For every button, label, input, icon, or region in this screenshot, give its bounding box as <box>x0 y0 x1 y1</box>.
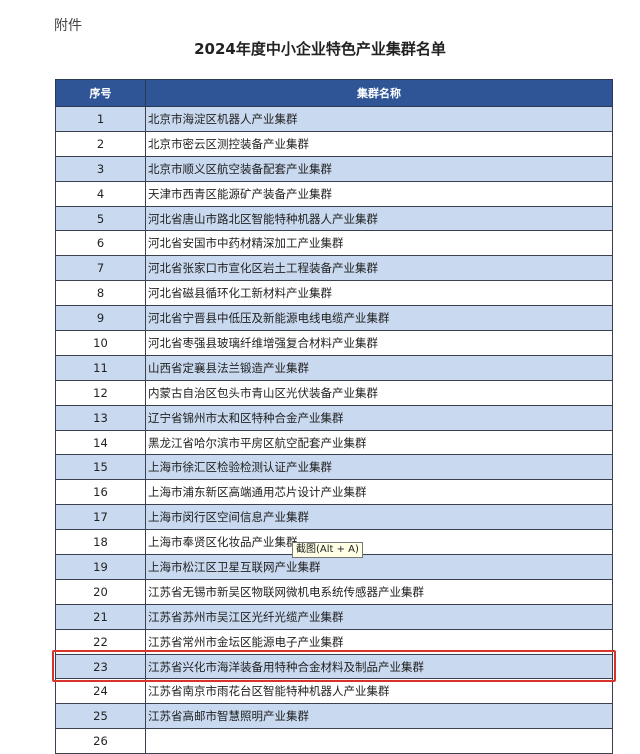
table-row: 14 黑龙江省哈尔滨市平房区航空配套产业集群 <box>55 429 613 456</box>
row-cluster-name: 上海市徐汇区检验检测认证产业集群 <box>145 454 613 481</box>
table-row: 16 上海市浦东新区高端通用芯片设计产业集群 <box>55 479 613 506</box>
table-row: 24 江苏省南京市雨花台区智能特种机器人产业集群 <box>55 678 613 705</box>
table-row: 20 江苏省无锡市新吴区物联网微机电系统传感器产业集群 <box>55 578 613 605</box>
header-index: 序号 <box>55 79 146 107</box>
row-cluster-name: 河北省安国市中药材精深加工产业集群 <box>145 230 613 257</box>
row-cluster-name: 江苏省苏州市吴江区光纤光缆产业集群 <box>145 603 613 630</box>
table-row: 15 上海市徐汇区检验检测认证产业集群 <box>55 454 613 481</box>
table-row: 8 河北省磁县循环化工新材料产业集群 <box>55 280 613 307</box>
row-cluster-name: 上海市奉贤区化妆品产业集群 <box>145 529 613 556</box>
row-cluster-name: 上海市浦东新区高端通用芯片设计产业集群 <box>145 479 613 506</box>
row-index: 10 <box>55 330 146 356</box>
table-row: 9 河北省宁晋县中低压及新能源电线电缆产业集群 <box>55 305 613 332</box>
table-row: 23 江苏省兴化市海洋装备用特种合金材料及制品产业集群 <box>55 653 613 680</box>
row-index: 7 <box>55 255 146 282</box>
table-row: 4 天津市西青区能源矿产装备产业集群 <box>55 180 613 207</box>
row-cluster-name: 河北省唐山市路北区智能特种机器人产业集群 <box>145 205 613 232</box>
table-row: 10 河北省枣强县玻璃纤维增强复合材料产业集群 <box>55 330 613 356</box>
row-index: 25 <box>55 703 146 730</box>
table-row: 6 河北省安国市中药材精深加工产业集群 <box>55 230 613 257</box>
row-cluster-name: 江苏省兴化市海洋装备用特种合金材料及制品产业集群 <box>145 653 613 680</box>
row-index: 21 <box>55 603 146 630</box>
row-cluster-name: 上海市闵行区空间信息产业集群 <box>145 504 613 531</box>
row-index: 18 <box>55 529 146 556</box>
row-cluster-name: 北京市海淀区机器人产业集群 <box>145 106 613 132</box>
row-index: 23 <box>55 653 146 680</box>
row-index: 4 <box>55 180 146 207</box>
row-index: 1 <box>55 106 146 132</box>
row-cluster-name: 河北省宁晋县中低压及新能源电线电缆产业集群 <box>145 305 613 332</box>
row-index: 16 <box>55 479 146 506</box>
row-index: 15 <box>55 454 146 481</box>
cluster-table: 序号 集群名称 1 北京市海淀区机器人产业集群 2 北京市密云区测控装备产业集群 3 北京… <box>55 79 613 754</box>
row-index: 20 <box>55 578 146 605</box>
row-index: 5 <box>55 205 146 232</box>
table-row: 5 河北省唐山市路北区智能特种机器人产业集群 <box>55 205 613 232</box>
row-cluster-name: 江苏省无锡市新吴区物联网微机电系统传感器产业集群 <box>145 578 613 605</box>
row-index: 17 <box>55 504 146 531</box>
row-cluster-name: 河北省磁县循环化工新材料产业集群 <box>145 280 613 307</box>
row-index: 6 <box>55 230 146 257</box>
table-row: 25 江苏省高邮市智慧照明产业集群 <box>55 703 613 730</box>
row-index: 11 <box>55 354 146 381</box>
table-row: 12 内蒙古自治区包头市青山区光伏装备产业集群 <box>55 379 613 406</box>
row-index: 24 <box>55 678 146 705</box>
row-index: 9 <box>55 305 146 332</box>
table-row: 7 河北省张家口市宣化区岩土工程装备产业集群 <box>55 255 613 282</box>
row-cluster-name: 辽宁省锦州市太和区特种合金产业集群 <box>145 404 613 431</box>
attachment-label: 附件 <box>54 18 82 34</box>
table-row: 11 山西省定襄县法兰锻造产业集群 <box>55 354 613 381</box>
row-index: 14 <box>55 429 146 456</box>
row-cluster-name: 内蒙古自治区包头市青山区光伏装备产业集群 <box>145 379 613 406</box>
row-cluster-name: 河北省枣强县玻璃纤维增强复合材料产业集群 <box>145 330 613 356</box>
row-cluster-name: 江苏省南京市雨花台区智能特种机器人产业集群 <box>145 678 613 705</box>
table-row: 18 上海市奉贤区化妆品产业集群 <box>55 529 613 556</box>
table-row: 2 北京市密云区测控装备产业集群 <box>55 130 613 157</box>
table-row: 17 上海市闵行区空间信息产业集群 <box>55 504 613 531</box>
row-index: 19 <box>55 554 146 580</box>
row-cluster-name: 江苏省高邮市智慧照明产业集群 <box>145 703 613 730</box>
row-index: 13 <box>55 404 146 431</box>
row-index: 26 <box>55 728 146 754</box>
row-index: 12 <box>55 379 146 406</box>
table-row: 26 <box>55 728 613 754</box>
table-row: 3 北京市顺义区航空装备配套产业集群 <box>55 155 613 182</box>
screenshot-tooltip: 截图(Alt + A) <box>292 542 363 558</box>
row-index: 3 <box>55 155 146 182</box>
row-cluster-name: 河北省张家口市宣化区岩土工程装备产业集群 <box>145 255 613 282</box>
table-row: 13 辽宁省锦州市太和区特种合金产业集群 <box>55 404 613 431</box>
row-cluster-name: 北京市顺义区航空装备配套产业集群 <box>145 155 613 182</box>
row-cluster-name: 山西省定襄县法兰锻造产业集群 <box>145 354 613 381</box>
row-cluster-name: 天津市西青区能源矿产装备产业集群 <box>145 180 613 207</box>
table-row: 21 江苏省苏州市吴江区光纤光缆产业集群 <box>55 603 613 630</box>
highlight-box <box>52 650 616 682</box>
table-row: 19 上海市松江区卫星互联网产业集群 <box>55 554 613 580</box>
row-cluster-name <box>145 728 613 754</box>
row-index: 8 <box>55 280 146 307</box>
row-index: 2 <box>55 130 146 157</box>
row-cluster-name: 北京市密云区测控装备产业集群 <box>145 130 613 157</box>
page-title: 2024年度中小企业特色产业集群名单 <box>194 40 446 58</box>
header-name: 集群名称 <box>145 79 613 107</box>
row-cluster-name: 上海市松江区卫星互联网产业集群 <box>145 554 613 580</box>
table-row: 1 北京市海淀区机器人产业集群 <box>55 106 613 132</box>
row-cluster-name: 黑龙江省哈尔滨市平房区航空配套产业集群 <box>145 429 613 456</box>
